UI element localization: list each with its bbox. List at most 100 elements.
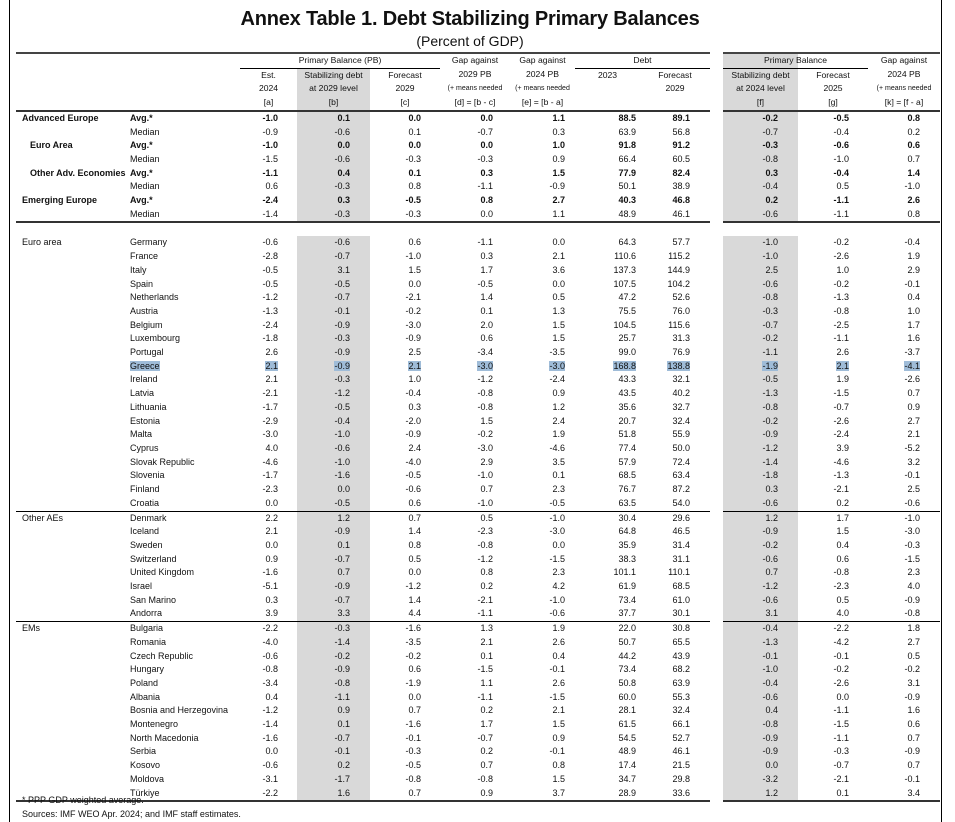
value: 48.9 — [618, 208, 636, 219]
column-gap — [710, 745, 723, 759]
header-blank — [16, 96, 130, 112]
value: 25.7 — [618, 333, 636, 344]
value: -0.5 — [334, 401, 350, 412]
value: 0.0 — [408, 691, 421, 702]
value-cell: -1.3 — [798, 469, 868, 483]
value: 73.4 — [618, 594, 636, 605]
value: -3.0 — [549, 360, 565, 371]
column-gap — [710, 650, 723, 664]
value: -1.4 — [262, 208, 278, 219]
value: 43.5 — [618, 388, 636, 399]
value: -0.9 — [262, 126, 278, 137]
value-cell: 0.4 — [798, 539, 868, 553]
value: 30.8 — [672, 623, 690, 634]
value: -0.6 — [762, 208, 778, 219]
group-label: Other AEs — [22, 512, 64, 523]
value: 2.6 — [265, 347, 278, 358]
value-cell: -0.8 — [297, 676, 370, 691]
value-cell: 0.2 — [440, 580, 510, 594]
value-cell: 46.5 — [640, 525, 710, 539]
value: -3.0 — [262, 429, 278, 440]
value: 0.6 — [836, 553, 849, 564]
aggregate-label — [16, 153, 130, 167]
header-c: [c] — [370, 96, 440, 112]
country-name: Sweden — [130, 539, 240, 553]
value-cell: 0.1 — [297, 718, 370, 732]
value: 47.2 — [618, 292, 636, 303]
value: -1.5 — [549, 553, 565, 564]
value-cell: -1.5 — [510, 691, 575, 705]
value: 73.4 — [618, 664, 636, 675]
value: 52.6 — [672, 292, 690, 303]
value-cell: 1.0 — [510, 139, 575, 153]
value: 34.7 — [618, 773, 636, 784]
value-cell: -0.2 — [370, 305, 440, 319]
value-cell: -1.1 — [440, 691, 510, 705]
column-gap — [710, 677, 723, 691]
value: 60.5 — [672, 153, 690, 164]
value-cell: 32.1 — [640, 373, 710, 387]
value-cell: 0.5 — [868, 650, 940, 664]
value: 1.5 — [552, 319, 565, 330]
value-cell: 77.9 — [575, 167, 640, 181]
value-cell: 0.4 — [297, 166, 370, 181]
value-cell: -0.1 — [297, 304, 370, 319]
value-cell: 1.3 — [440, 622, 510, 636]
country-label: Israel — [130, 581, 153, 592]
value: 0.8 — [408, 181, 421, 192]
value-cell: -1.7 — [240, 401, 297, 415]
summary-row: Median -1.5 -0.6 -0.3 -0.3 0.9 66.4 60.5 -0.8 -1.… — [16, 152, 940, 167]
value-cell: 1.6 — [868, 332, 940, 346]
statistic-label: Median — [130, 153, 160, 164]
value-cell: -0.2 — [868, 663, 940, 677]
value: 0.6 — [907, 140, 920, 151]
value: 35.6 — [618, 401, 636, 412]
value: 0.7 — [480, 760, 493, 771]
value-cell: -2.6 — [798, 415, 868, 429]
value-cell: -1.5 — [440, 663, 510, 677]
value: 1.5 — [552, 719, 565, 730]
value: 1.0 — [552, 140, 565, 151]
value: 54.0 — [672, 497, 690, 508]
value-cell: 0.3 — [440, 167, 510, 181]
value: 32.1 — [672, 374, 690, 385]
value-cell: -3.4 — [240, 677, 297, 691]
value-cell: 115.2 — [640, 250, 710, 264]
value: 1.1 — [552, 112, 565, 123]
value-cell: -1.3 — [240, 305, 297, 319]
country-label: Slovak Republic — [130, 456, 195, 467]
value: 91.8 — [618, 140, 636, 151]
value: -3.5 — [549, 347, 565, 358]
value: -0.9 — [762, 746, 778, 757]
value: -0.8 — [477, 539, 493, 550]
header-debt-2029 — [640, 96, 710, 112]
value: 1.3 — [480, 623, 493, 634]
value-cell: -0.7 — [723, 318, 798, 333]
value-cell: -0.1 — [868, 773, 940, 787]
country-name: Switzerland — [130, 553, 240, 567]
value-cell: 3.9 — [240, 607, 297, 623]
value: -0.1 — [334, 305, 350, 316]
country-row: Sweden 0.0 0.1 0.8 -0.8 0.0 35.9 31.4 -0.2 0.4 -0.… — [16, 538, 940, 553]
value: 29.6 — [672, 512, 690, 523]
value-cell: 2.7 — [510, 194, 575, 208]
value-cell: -0.2 — [798, 278, 868, 292]
column-gap — [710, 250, 723, 264]
value-cell: -0.9 — [723, 525, 798, 539]
value-cell: -3.1 — [240, 773, 297, 787]
value-cell: 54.5 — [575, 732, 640, 746]
value-cell: -0.6 — [723, 593, 798, 608]
value-cell: 115.6 — [640, 319, 710, 333]
header-e: Gap against — [510, 51, 575, 69]
value: 68.5 — [672, 581, 690, 592]
value: -1.0 — [334, 429, 350, 440]
group-label — [16, 250, 130, 264]
value: -4.6 — [549, 442, 565, 453]
value: 0.1 — [337, 719, 350, 730]
value: -2.4 — [549, 374, 565, 385]
value: 50.8 — [618, 677, 636, 688]
value-cell: 61.5 — [575, 718, 640, 732]
value-cell: -3.5 — [510, 346, 575, 360]
header-blank — [16, 51, 130, 69]
value-cell: 3.1 — [297, 263, 370, 278]
